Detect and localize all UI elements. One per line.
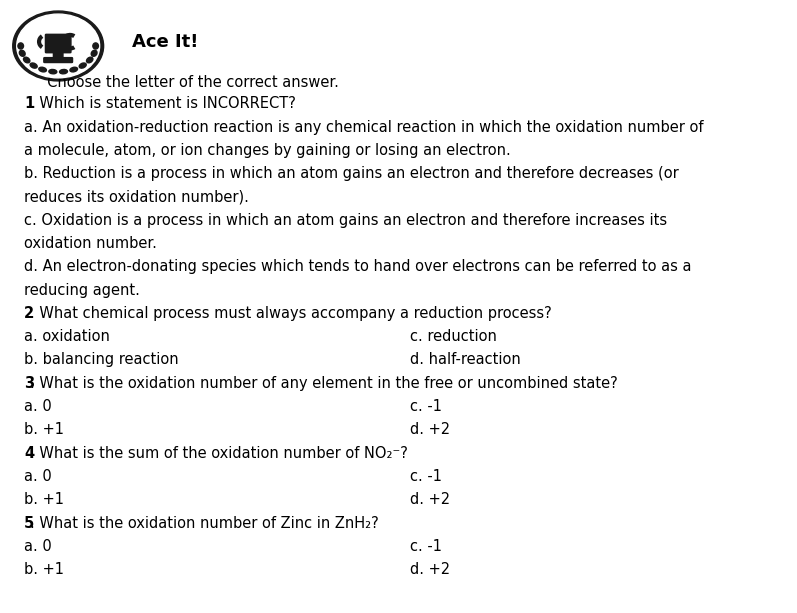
Text: d. An electron-donating species which tends to hand over electrons can be referr: d. An electron-donating species which te…: [24, 259, 692, 274]
Ellipse shape: [87, 57, 93, 63]
Text: d. +2: d. +2: [410, 492, 450, 507]
Text: a. oxidation: a. oxidation: [24, 329, 110, 344]
Ellipse shape: [60, 69, 68, 74]
Ellipse shape: [39, 67, 46, 72]
Text: 2: 2: [24, 306, 34, 321]
Ellipse shape: [70, 67, 77, 72]
Text: 3: 3: [24, 376, 34, 390]
Circle shape: [13, 11, 104, 81]
Text: c. -1: c. -1: [410, 539, 442, 554]
Text: 1: 1: [24, 96, 34, 111]
Text: . What chemical process must always accompany a reduction process?: . What chemical process must always acco…: [30, 306, 552, 321]
FancyBboxPatch shape: [45, 34, 71, 53]
Text: 5: 5: [24, 516, 34, 530]
Text: a. An oxidation-reduction reaction is any chemical reaction in which the oxidati: a. An oxidation-reduction reaction is an…: [24, 120, 704, 134]
Text: d. +2: d. +2: [410, 562, 450, 577]
Ellipse shape: [30, 63, 37, 68]
Circle shape: [17, 14, 100, 78]
Text: c. reduction: c. reduction: [410, 329, 497, 344]
Text: b. balancing reaction: b. balancing reaction: [24, 352, 179, 367]
Text: c. -1: c. -1: [410, 469, 442, 484]
Text: a. 0: a. 0: [24, 539, 52, 554]
Ellipse shape: [91, 50, 97, 56]
Text: c. Oxidation is a process in which an atom gains an electron and therefore incre: c. Oxidation is a process in which an at…: [24, 213, 667, 227]
Text: c. -1: c. -1: [410, 399, 442, 414]
FancyBboxPatch shape: [44, 58, 73, 63]
Text: Choose the letter of the correct answer.: Choose the letter of the correct answer.: [24, 75, 339, 89]
Text: a. 0: a. 0: [24, 469, 52, 484]
Text: . Which is statement is INCORRECT?: . Which is statement is INCORRECT?: [30, 96, 296, 111]
FancyBboxPatch shape: [53, 51, 63, 61]
Text: reduces its oxidation number).: reduces its oxidation number).: [24, 189, 249, 204]
Text: Ace It!: Ace It!: [132, 32, 198, 51]
Text: b. Reduction is a process in which an atom gains an electron and therefore decre: b. Reduction is a process in which an at…: [24, 166, 679, 181]
Ellipse shape: [92, 43, 99, 49]
Ellipse shape: [23, 57, 29, 63]
Text: b. +1: b. +1: [24, 492, 64, 507]
Text: b. +1: b. +1: [24, 422, 64, 437]
Ellipse shape: [79, 63, 86, 68]
Ellipse shape: [49, 69, 57, 74]
Text: oxidation number.: oxidation number.: [24, 236, 157, 251]
Ellipse shape: [19, 50, 26, 56]
Text: . What is the oxidation number of any element in the free or uncombined state?: . What is the oxidation number of any el…: [30, 376, 618, 390]
Text: d. half-reaction: d. half-reaction: [410, 352, 521, 367]
Text: b. +1: b. +1: [24, 562, 64, 577]
Text: . What is the oxidation number of Zinc in ZnH₂?: . What is the oxidation number of Zinc i…: [30, 516, 379, 530]
Text: 4: 4: [24, 446, 34, 460]
Ellipse shape: [18, 43, 23, 49]
Text: . What is the sum of the oxidation number of NO₂⁻?: . What is the sum of the oxidation numbe…: [30, 446, 408, 460]
Text: a molecule, atom, or ion changes by gaining or losing an electron.: a molecule, atom, or ion changes by gain…: [24, 143, 511, 158]
Text: d. +2: d. +2: [410, 422, 450, 437]
Text: reducing agent.: reducing agent.: [24, 283, 139, 297]
Text: a. 0: a. 0: [24, 399, 52, 414]
